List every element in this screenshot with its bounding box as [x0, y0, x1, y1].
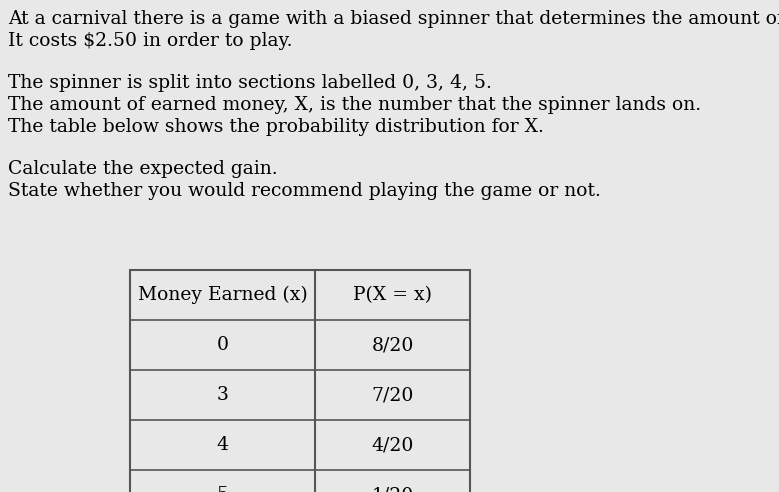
- Text: State whether you would recommend playing the game or not.: State whether you would recommend playin…: [8, 182, 601, 200]
- Bar: [130, 270, 470, 492]
- Text: 4/20: 4/20: [372, 436, 414, 454]
- Text: The spinner is split into sections labelled 0, 3, 4, 5.: The spinner is split into sections label…: [8, 74, 492, 92]
- Text: 5: 5: [217, 486, 228, 492]
- Text: 1/20: 1/20: [372, 486, 414, 492]
- Text: Calculate the expected gain.: Calculate the expected gain.: [8, 160, 277, 178]
- Text: The table below shows the probability distribution for X.: The table below shows the probability di…: [8, 118, 544, 136]
- Text: The amount of earned money, X, is the number that the spinner lands on.: The amount of earned money, X, is the nu…: [8, 96, 701, 114]
- Text: 7/20: 7/20: [372, 386, 414, 404]
- Text: 4: 4: [217, 436, 228, 454]
- Text: 0: 0: [217, 336, 228, 354]
- Text: P(X = x): P(X = x): [353, 286, 432, 304]
- Text: It costs $2.50 in order to play.: It costs $2.50 in order to play.: [8, 32, 292, 50]
- Text: 8/20: 8/20: [372, 336, 414, 354]
- Text: Money Earned (x): Money Earned (x): [138, 286, 308, 304]
- Text: 3: 3: [217, 386, 228, 404]
- Text: At a carnival there is a game with a biased spinner that determines the amount o: At a carnival there is a game with a bia…: [8, 10, 779, 28]
